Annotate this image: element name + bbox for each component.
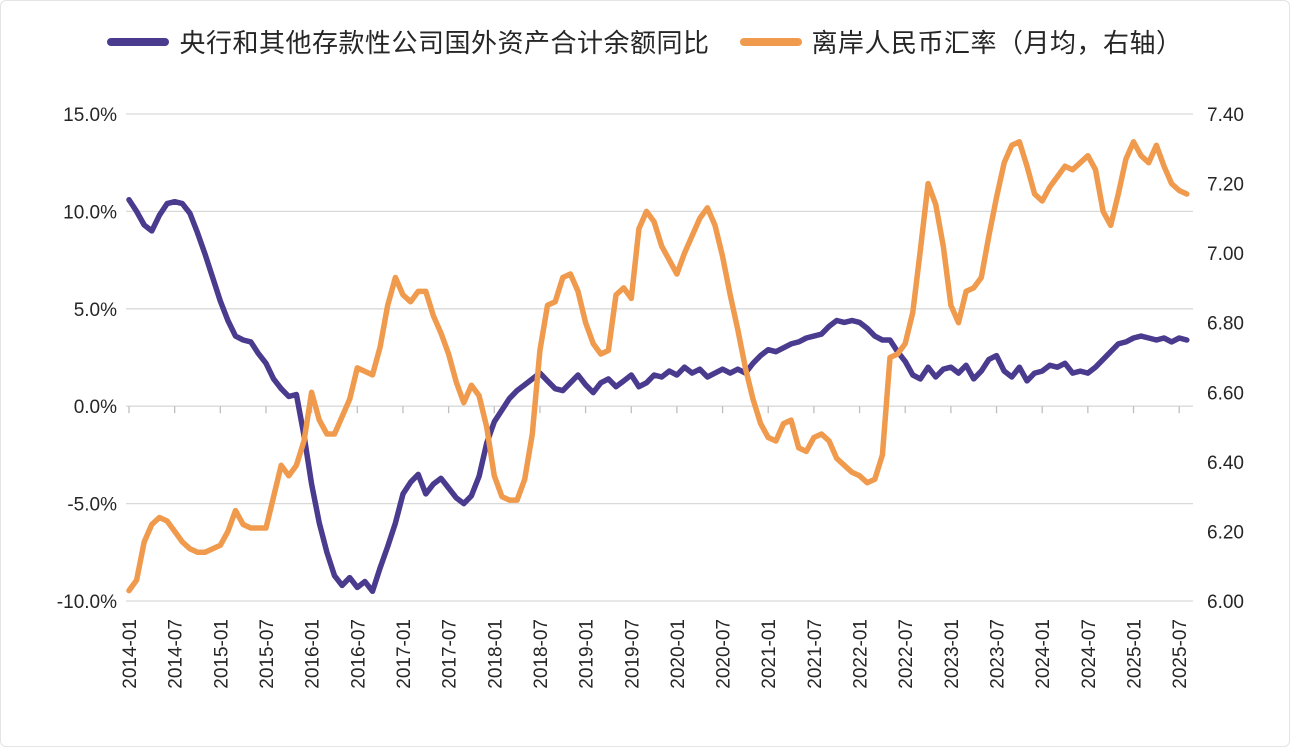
x-axis-label: 2015-01 xyxy=(211,619,232,689)
y-axis-label-left: 0.0% xyxy=(74,397,117,418)
x-axis-label: 2017-07 xyxy=(440,619,461,689)
y-axis-label-right: 6.80 xyxy=(1207,314,1244,335)
y-axis-label-left: -10.0% xyxy=(57,592,117,613)
x-axis-label: 2020-07 xyxy=(714,619,735,689)
y-axis-label-left: 5.0% xyxy=(74,300,117,321)
y-axis-label-right: 6.00 xyxy=(1207,592,1244,613)
x-axis-label: 2018-01 xyxy=(485,619,506,689)
x-axis-label: 2021-01 xyxy=(759,619,780,689)
x-axis-label: 2021-07 xyxy=(805,619,826,689)
x-axis-label: 2024-01 xyxy=(1033,619,1054,689)
x-axis-label: 2023-01 xyxy=(942,619,963,689)
legend-swatch-orange-line-icon xyxy=(739,37,802,46)
y-axis-label-right: 7.40 xyxy=(1207,105,1244,126)
legend-item-cnh-rate: 离岸人民币汇率（月均，右轴） xyxy=(739,23,1183,60)
x-axis-label: 2025-01 xyxy=(1125,619,1146,689)
legend-swatch-purple-line-icon xyxy=(107,37,170,46)
series-line-foreign-assets-yoy xyxy=(126,196,1190,595)
x-axis-label: 2018-07 xyxy=(531,619,552,689)
legend-label-cnh-rate: 离岸人民币汇率（月均，右轴） xyxy=(811,28,1183,58)
x-axis-label: 2022-01 xyxy=(851,619,872,689)
x-axis-label: 2016-01 xyxy=(303,619,324,689)
x-axis-label: 2023-07 xyxy=(988,619,1009,689)
x-axis-label: 2014-01 xyxy=(120,619,141,689)
legend-label-foreign-assets: 央行和其他存款性公司国外资产合计余额同比 xyxy=(179,28,710,58)
y-axis-label-right: 7.20 xyxy=(1207,175,1244,196)
y-axis-label-right: 6.40 xyxy=(1207,453,1244,474)
x-axis-label: 2016-07 xyxy=(348,619,369,689)
y-axis-label-right: 6.60 xyxy=(1207,383,1244,404)
y-axis-label-left: 15.0% xyxy=(63,105,117,126)
x-axis-label: 2019-01 xyxy=(577,619,598,689)
y-axis-label-left: -5.0% xyxy=(67,495,117,516)
x-axis-label: 2019-07 xyxy=(622,619,643,689)
chart-legend: 央行和其他存款性公司国外资产合计余额同比 离岸人民币汇率（月均，右轴） xyxy=(1,23,1289,60)
x-axis-label: 2014-07 xyxy=(166,619,187,689)
x-axis-label: 2015-07 xyxy=(257,619,278,689)
x-axis-label: 2020-01 xyxy=(668,619,689,689)
y-axis-label-left: 10.0% xyxy=(63,202,117,223)
x-axis-label: 2024-07 xyxy=(1079,619,1100,689)
legend-item-foreign-assets: 央行和其他存款性公司国外资产合计余额同比 xyxy=(107,23,709,60)
series-line-cnh-exchange-rate xyxy=(126,139,1190,594)
x-axis-label: 2017-01 xyxy=(394,619,415,689)
y-axis-label-right: 7.00 xyxy=(1207,244,1244,265)
x-axis-label: 2025-07 xyxy=(1170,619,1191,689)
y-axis-label-right: 6.20 xyxy=(1207,522,1244,543)
x-axis-label: 2022-07 xyxy=(896,619,917,689)
